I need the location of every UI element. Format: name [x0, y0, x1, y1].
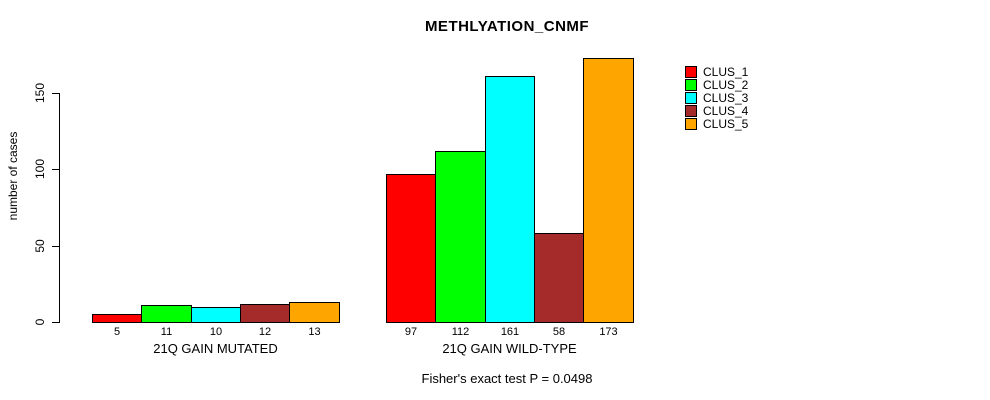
- legend-swatch: [685, 104, 697, 117]
- bar-clus_2: [435, 151, 486, 323]
- y-axis-tick: [52, 322, 59, 323]
- legend-item: CLUS_4: [685, 103, 749, 118]
- bar-clus_4: [534, 233, 584, 323]
- legend-label: CLUS_1: [703, 64, 749, 79]
- legend-item: CLUS_3: [685, 90, 749, 105]
- y-axis-line: [59, 93, 60, 323]
- y-axis-tick-label: 150: [33, 82, 47, 104]
- legend-label: CLUS_4: [703, 103, 749, 118]
- legend-label: CLUS_5: [703, 116, 749, 131]
- legend-item: CLUS_2: [685, 77, 749, 92]
- y-axis-tick-label: 100: [33, 158, 47, 180]
- bar-value-label: 5: [113, 326, 121, 338]
- chart-title: METHLYATION_CNMF: [424, 18, 590, 35]
- bar-value-label: 12: [258, 326, 272, 338]
- bar-clus_4: [240, 304, 290, 323]
- bar-value-label: 10: [209, 326, 223, 338]
- legend-item: CLUS_1: [685, 64, 749, 79]
- bar-value-label: 58: [552, 326, 566, 338]
- y-axis-tick: [52, 93, 59, 94]
- bar-clus_1: [386, 174, 436, 323]
- bar-clus_2: [141, 305, 192, 323]
- legend-label: CLUS_3: [703, 90, 749, 105]
- fisher-test-annotation: Fisher's exact test P = 0.0498: [421, 371, 593, 386]
- bar-value-label: 161: [500, 326, 520, 338]
- y-axis-tick-label: 50: [33, 239, 47, 253]
- legend-swatch: [685, 78, 697, 91]
- y-axis-tick-label: 0: [33, 318, 47, 326]
- bar-clus_5: [583, 58, 634, 323]
- bar-value-label: 173: [599, 326, 618, 338]
- bar-value-label: 112: [451, 326, 470, 338]
- bar-clus_3: [191, 307, 241, 323]
- legend-item: CLUS_5: [685, 116, 749, 131]
- bar-value-label: 13: [308, 326, 321, 338]
- bar-clus_5: [289, 302, 340, 323]
- legend-swatch: [685, 65, 697, 78]
- legend-swatch: [685, 117, 697, 130]
- bar-value-label: 97: [404, 326, 418, 338]
- bar-value-label: 11: [160, 326, 173, 338]
- y-axis-tick: [52, 246, 59, 247]
- bar-clus_3: [485, 76, 535, 323]
- x-group-label: 21Q GAIN MUTATED: [153, 341, 278, 356]
- y-axis-tick: [52, 169, 59, 170]
- legend-label: CLUS_2: [703, 77, 749, 92]
- bar-clus_1: [92, 314, 142, 323]
- legend-swatch: [685, 91, 697, 104]
- x-group-label: 21Q GAIN WILD-TYPE: [442, 341, 577, 356]
- y-axis-label: number of cases: [6, 131, 20, 221]
